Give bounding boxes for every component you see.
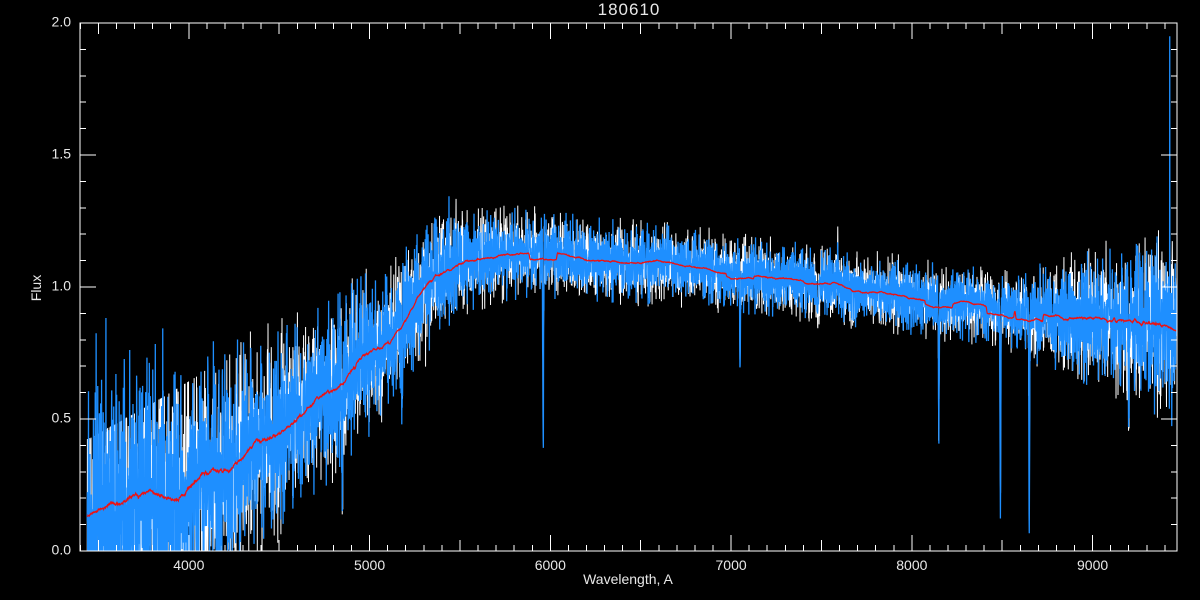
svg-text:180610: 180610 xyxy=(598,0,661,19)
svg-text:5000: 5000 xyxy=(354,557,385,573)
svg-text:Flux: Flux xyxy=(28,275,44,301)
svg-text:Wavelength, A: Wavelength, A xyxy=(583,571,673,587)
svg-text:1.5: 1.5 xyxy=(52,146,72,162)
svg-text:4000: 4000 xyxy=(173,557,204,573)
svg-text:0.0: 0.0 xyxy=(52,542,72,558)
svg-text:7000: 7000 xyxy=(716,557,747,573)
svg-text:1.0: 1.0 xyxy=(52,278,72,294)
svg-text:2.0: 2.0 xyxy=(52,14,72,30)
svg-text:8000: 8000 xyxy=(896,557,927,573)
svg-text:9000: 9000 xyxy=(1077,557,1108,573)
svg-text:6000: 6000 xyxy=(535,557,566,573)
svg-text:0.5: 0.5 xyxy=(52,410,72,426)
